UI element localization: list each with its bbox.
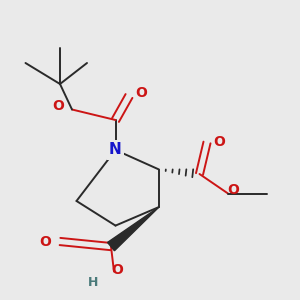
- Text: O: O: [40, 235, 52, 248]
- Text: O: O: [111, 263, 123, 277]
- Text: O: O: [52, 100, 64, 113]
- Text: H: H: [88, 275, 98, 289]
- Text: N: N: [109, 142, 122, 158]
- Polygon shape: [108, 207, 159, 251]
- Text: O: O: [227, 184, 239, 197]
- Text: O: O: [214, 136, 226, 149]
- Text: O: O: [135, 86, 147, 100]
